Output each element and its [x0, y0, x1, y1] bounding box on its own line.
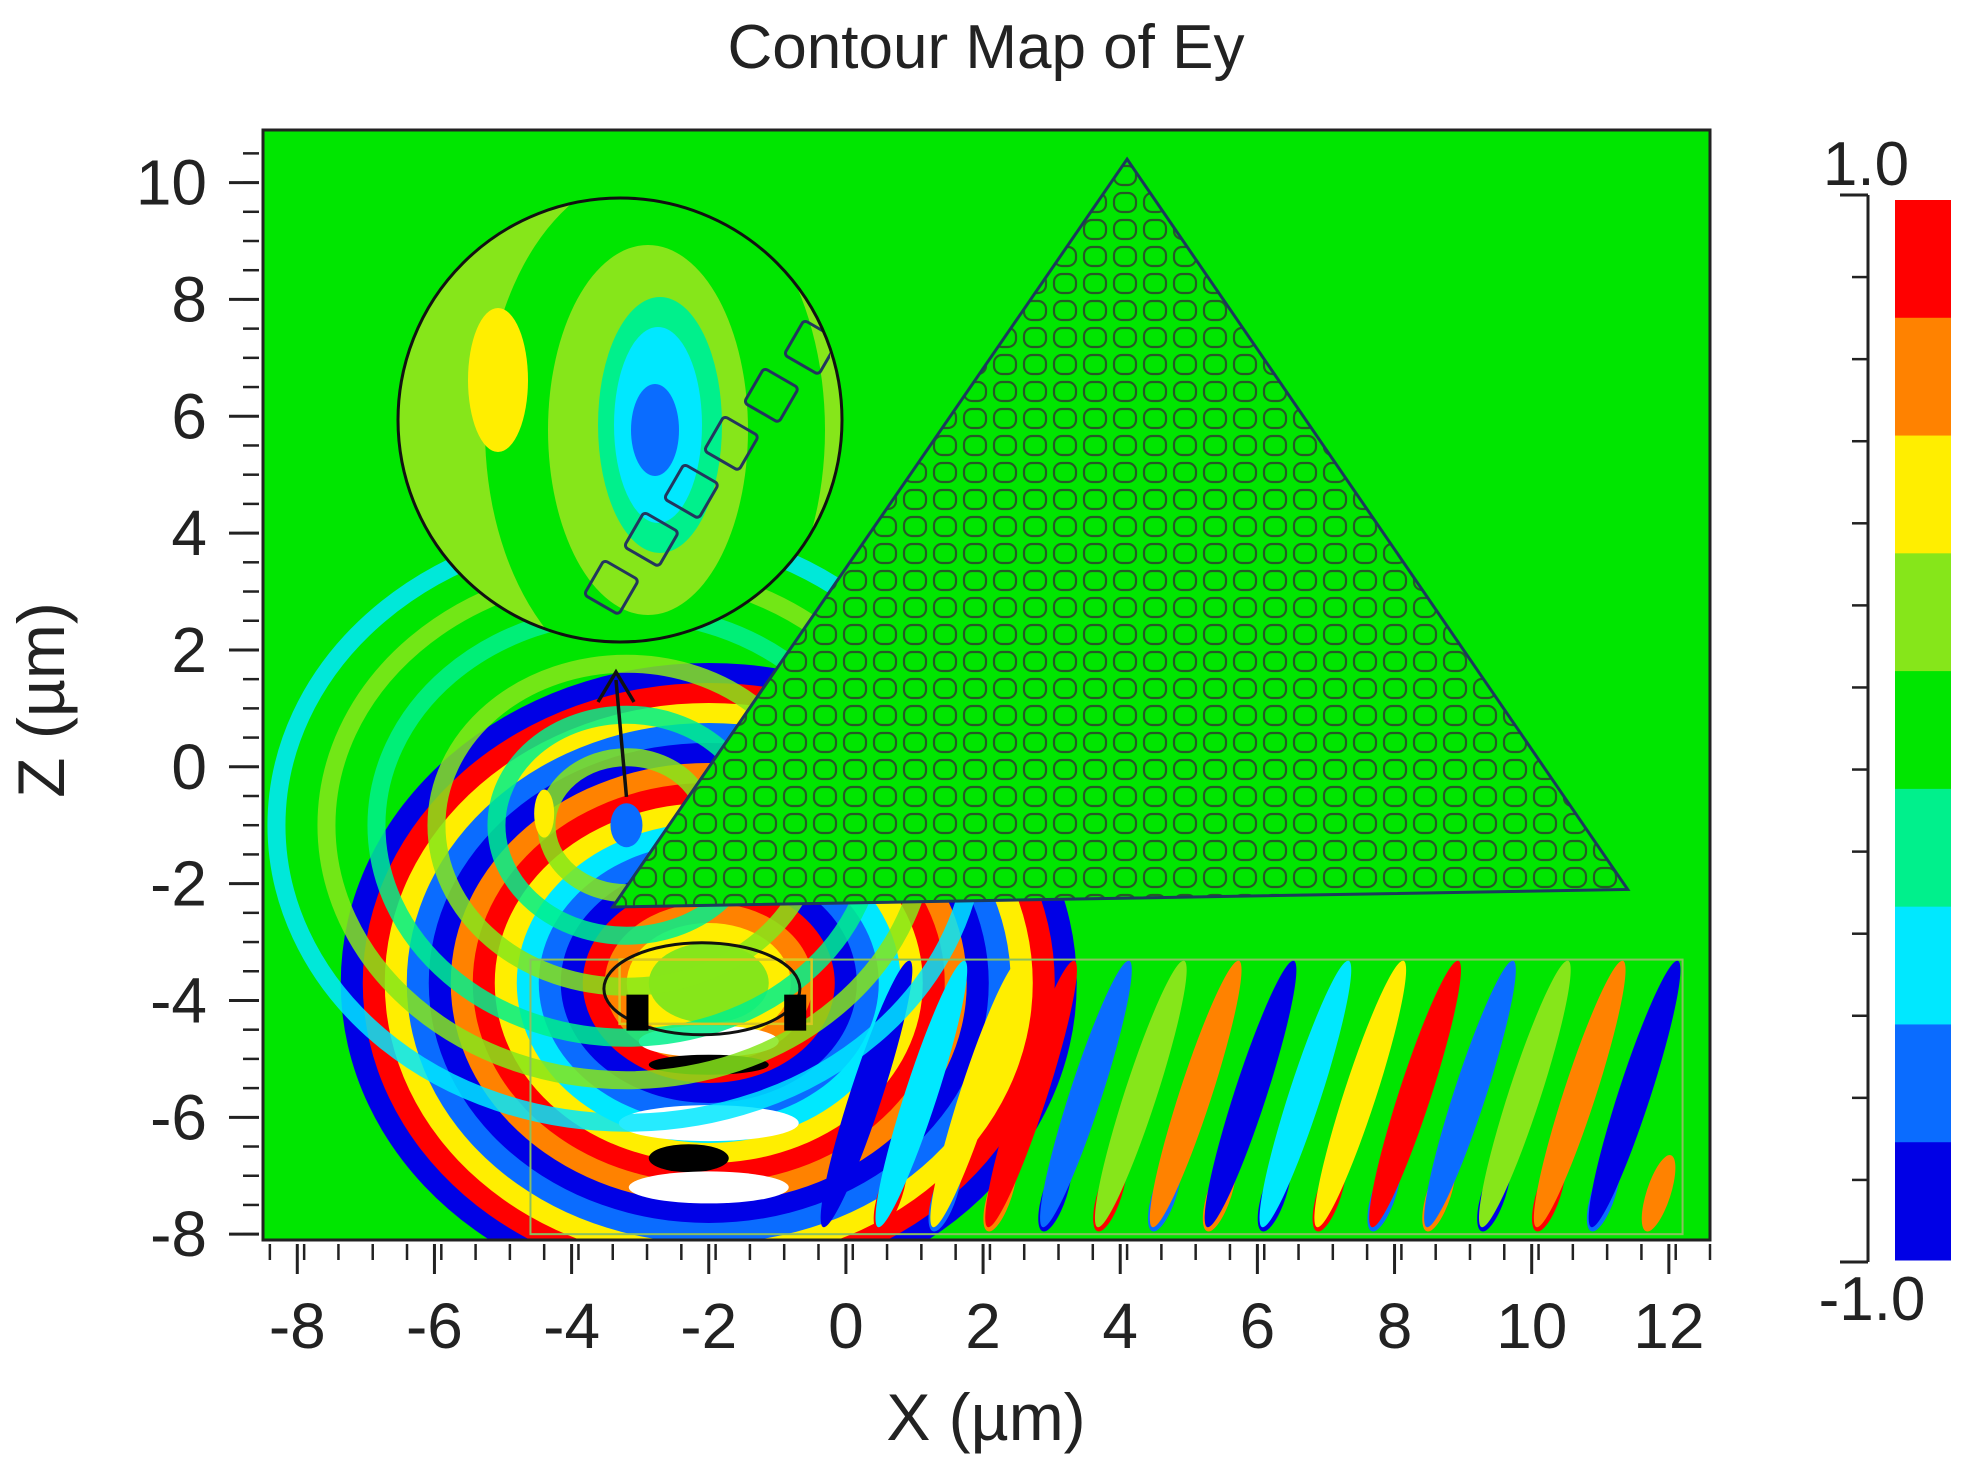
- y-tick-label: -6: [150, 1081, 207, 1153]
- lens-mark: [626, 994, 649, 1031]
- colorbar-level: [1895, 906, 1951, 1025]
- propagating-wave-stripe: [1478, 960, 1571, 1228]
- x-tick-label: -4: [543, 1290, 600, 1362]
- inset-border: [396, 196, 844, 644]
- photonic-crystal-prism: [612, 159, 1628, 908]
- propagating-wave-stripe: [1588, 960, 1681, 1228]
- y-axis: 10 8 6 4 2 0 -2 -4 -6 -8: [136, 147, 259, 1270]
- propagating-wave-stripe: [875, 960, 968, 1228]
- propagating-wave-stripe: [985, 960, 1077, 1228]
- y-tick-label: -8: [150, 1198, 207, 1270]
- y-tick-label: 2: [171, 614, 207, 686]
- plot-frame: [261, 128, 1712, 1242]
- propagating-wave-stripe: [1424, 960, 1516, 1228]
- prism-outline: [609, 156, 1631, 909]
- colorbar-level: [1895, 1142, 1951, 1261]
- y-tick-label: 10: [136, 147, 207, 219]
- propagating-wave-spot: [1641, 1155, 1676, 1232]
- colorbar-level: [1895, 435, 1951, 554]
- colorbar-level: [1895, 317, 1951, 437]
- propagating-wave-stripe: [1204, 960, 1297, 1228]
- colorbar: [1840, 193, 1951, 1264]
- lens-outline: [602, 941, 802, 1037]
- y-tick-label: 6: [171, 380, 207, 452]
- field-spot: [534, 789, 555, 838]
- inset-crystal-cell: [663, 463, 719, 519]
- inset-crystal-cell: [623, 511, 679, 567]
- plot-area: [263, 130, 1710, 1240]
- x-tick-label: 12: [1633, 1290, 1704, 1362]
- waveguide-box: [529, 958, 1684, 1236]
- propagating-wave-stripe: [1094, 960, 1187, 1228]
- y-tick-label: 8: [171, 263, 207, 335]
- x-axis: -8 -6 -4 -2 0 2 4 6 8 10 12: [268, 1244, 1712, 1362]
- propagating-wave-stripe: [1533, 960, 1626, 1228]
- lens-box: [618, 958, 813, 1026]
- propagating-wave-stripe: [1259, 960, 1352, 1228]
- y-tick-label: 0: [171, 731, 207, 803]
- chart-title: Contour Map of Ey: [728, 13, 1245, 82]
- propagating-wave-stripe: [930, 960, 1023, 1228]
- colorbar-level: [1895, 200, 1951, 319]
- x-axis-label: X (µm): [886, 1380, 1085, 1454]
- lens-mark: [784, 994, 807, 1031]
- x-tick-label: -2: [680, 1290, 737, 1362]
- inset-crystal-cell: [703, 415, 759, 471]
- x-tick-label: 0: [828, 1290, 864, 1362]
- colorbar-level: [1895, 788, 1951, 908]
- x-tick-label: -8: [269, 1290, 326, 1362]
- y-tick-label: -2: [150, 848, 207, 920]
- structure-layer: [529, 156, 1684, 1236]
- inset-content: [398, 198, 842, 642]
- focus-cold-spot: [648, 1144, 729, 1173]
- inset-crystal-cell: [583, 559, 639, 615]
- colorbar-level: [1895, 1024, 1951, 1143]
- propagating-wave-stripe: [1040, 960, 1132, 1228]
- y-tick-label: -4: [150, 964, 207, 1036]
- colorbar-level: [1895, 553, 1951, 672]
- x-tick-label: 6: [1240, 1290, 1276, 1362]
- x-tick-label: 8: [1377, 1290, 1413, 1362]
- field-spot: [610, 803, 643, 848]
- y-axis-label: Z (µm): [4, 602, 78, 798]
- inset-arrow-head: [596, 668, 636, 703]
- propagating-wave-stripe: [1149, 960, 1242, 1228]
- colorbar-max-label: 1.0: [1823, 130, 1909, 199]
- inset-maximum: [468, 308, 528, 452]
- colorbar-min-label: -1.0: [1819, 1265, 1926, 1334]
- propagating-wave-stripe: [1369, 960, 1461, 1228]
- inset-crystal-cell: [743, 367, 799, 423]
- colorbar-level: [1895, 671, 1951, 790]
- y-tick-label: 4: [171, 497, 207, 569]
- propagating-wave-stripe: [1314, 960, 1407, 1228]
- inset-minimum: [631, 384, 679, 476]
- zoom-inset: [396, 196, 844, 798]
- x-tick-label: 4: [1102, 1290, 1138, 1362]
- focus-hot-spot: [628, 1171, 789, 1204]
- x-tick-label: 10: [1496, 1290, 1567, 1362]
- x-tick-label: 2: [965, 1290, 1001, 1362]
- inset-arrow-line: [614, 679, 629, 798]
- x-tick-label: -6: [406, 1290, 463, 1362]
